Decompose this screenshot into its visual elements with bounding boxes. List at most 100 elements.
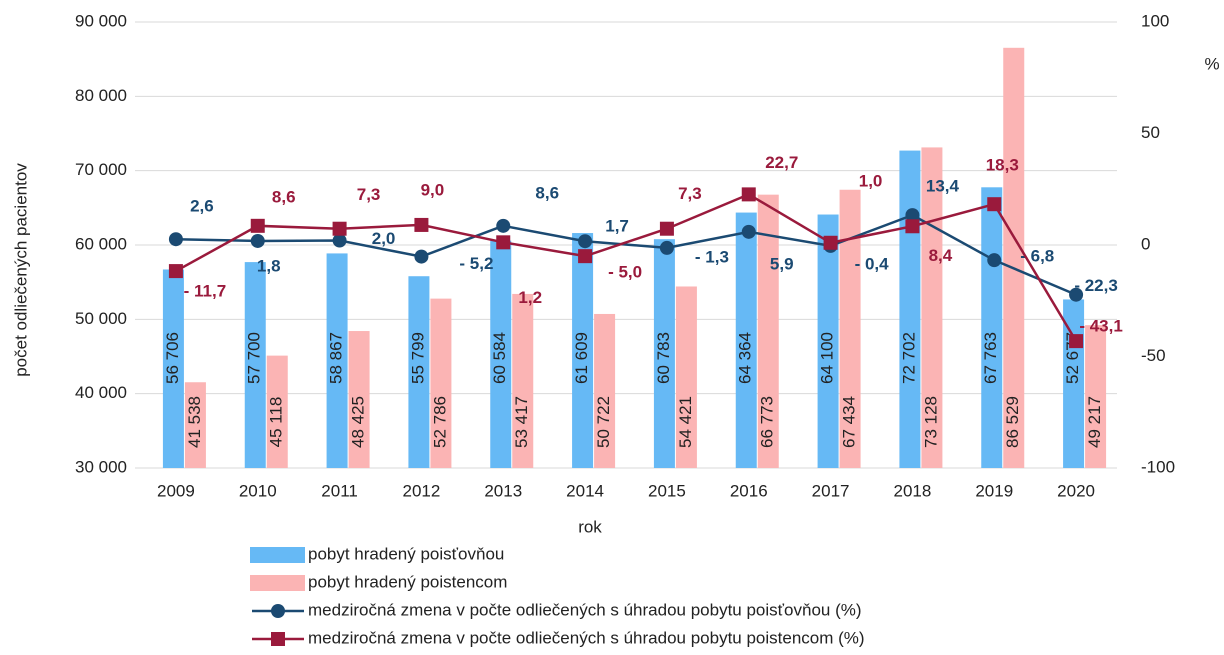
y-tick-label: 50 000 xyxy=(75,309,127,328)
legend-marker xyxy=(271,632,285,646)
marker xyxy=(414,249,429,264)
bar-value-label: 67 763 xyxy=(981,332,1000,384)
y-tick-label: 90 000 xyxy=(75,11,127,30)
bar-value-label: 53 417 xyxy=(512,396,531,448)
bar-value-label: 58 867 xyxy=(327,332,346,384)
y-tick-label: 60 000 xyxy=(75,234,127,253)
line-value-label: 9,0 xyxy=(421,180,445,199)
bar xyxy=(572,233,594,468)
bar-value-label: 73 128 xyxy=(921,396,940,448)
bar xyxy=(490,240,512,468)
line xyxy=(175,192,1078,342)
line-value-label: - 0,4 xyxy=(855,254,890,273)
marker xyxy=(987,253,1002,268)
y-axis-title: počet odliečených pacientov xyxy=(11,163,30,377)
marker xyxy=(332,221,347,236)
line-value-label: 5,9 xyxy=(770,254,794,273)
line-value-label: 8,6 xyxy=(535,183,559,202)
bar xyxy=(244,262,266,468)
bar xyxy=(735,212,757,468)
x-tick-label: 2012 xyxy=(403,481,441,500)
x-tick-label: 2010 xyxy=(239,481,277,500)
y-tick-label: 40 000 xyxy=(75,383,127,402)
x-tick-label: 2013 xyxy=(484,481,522,500)
marker xyxy=(578,249,593,264)
bar xyxy=(757,194,779,468)
marker xyxy=(823,235,838,250)
bar xyxy=(408,276,430,468)
line-value-label: 1,7 xyxy=(605,217,629,236)
line-value-label: - 1,3 xyxy=(695,247,729,266)
line-value-label: - 5,2 xyxy=(459,254,493,273)
x-tick-label: 2011 xyxy=(321,481,358,500)
x-tick-label: 2018 xyxy=(894,481,932,500)
line-value-label: 7,3 xyxy=(357,185,381,204)
x-tick-label: 2009 xyxy=(157,481,195,500)
line-value-label: 1,0 xyxy=(859,171,883,190)
marker xyxy=(741,187,756,202)
marker xyxy=(250,218,265,233)
bar xyxy=(899,150,921,469)
x-tick-label: 2020 xyxy=(1057,481,1095,500)
line-value-label: 2,6 xyxy=(190,197,214,216)
marker xyxy=(1069,334,1084,349)
marker xyxy=(168,264,183,279)
x-tick-label: 2016 xyxy=(730,481,768,500)
legend-swatch xyxy=(250,575,305,591)
x-tick-label: 2014 xyxy=(566,481,604,500)
legend-label: pobyt hradený poisťovňou xyxy=(308,544,504,563)
line-value-label: 8,6 xyxy=(272,187,296,206)
line-value-label: 8,4 xyxy=(929,246,953,265)
bar-value-label: 50 722 xyxy=(594,396,613,448)
bar-value-label: 61 609 xyxy=(572,332,591,384)
y2-axis-title: % xyxy=(1204,54,1219,73)
bar xyxy=(326,253,348,468)
line-value-label: 1,2 xyxy=(518,288,542,307)
bar xyxy=(839,189,861,468)
bar xyxy=(981,187,1003,468)
bar-value-label: 64 100 xyxy=(818,332,837,384)
line-value-label: - 43,1 xyxy=(1079,317,1122,336)
line-value-label: 2,0 xyxy=(372,229,396,248)
y2-tick-label: 100 xyxy=(1141,11,1169,30)
x-tick-label: 2019 xyxy=(975,481,1013,500)
bar-value-label: 60 783 xyxy=(654,332,673,384)
bar xyxy=(675,286,697,468)
marker xyxy=(496,235,511,250)
line-value-label: 1,8 xyxy=(257,256,281,275)
marker xyxy=(496,218,511,233)
bar xyxy=(817,214,839,468)
bar xyxy=(184,382,206,468)
marker xyxy=(741,224,756,239)
marker xyxy=(332,233,347,248)
y-tick-label: 70 000 xyxy=(75,160,127,179)
bar-value-label: 57 700 xyxy=(245,332,264,384)
marker xyxy=(905,219,920,234)
legend-label: medziročná zmena v počte odliečených s ú… xyxy=(308,628,865,647)
bar-value-label: 49 217 xyxy=(1085,396,1104,448)
bar-value-label: 45 118 xyxy=(267,397,286,448)
bar-value-label: 52 786 xyxy=(430,396,449,448)
bar-value-label: 72 702 xyxy=(899,332,918,384)
line-value-label: 7,3 xyxy=(678,184,702,203)
line-value-label: - 5,0 xyxy=(608,263,642,282)
legend-marker xyxy=(271,604,285,618)
bar xyxy=(594,313,616,468)
bar xyxy=(1003,47,1025,469)
line-value-label: - 11,7 xyxy=(184,282,227,301)
marker xyxy=(905,208,920,223)
bar xyxy=(653,239,675,468)
bar-value-label: 66 773 xyxy=(758,396,777,448)
marker xyxy=(250,233,265,248)
bar-value-label: 54 421 xyxy=(676,396,695,448)
marker xyxy=(168,232,183,247)
marker xyxy=(1069,287,1084,302)
bar-value-label: 48 425 xyxy=(349,396,368,448)
bar xyxy=(162,269,184,468)
y2-tick-label: 0 xyxy=(1141,234,1150,253)
x-axis-title: rok xyxy=(578,517,602,536)
bar-value-label: 67 434 xyxy=(840,396,859,448)
y-tick-label: 80 000 xyxy=(75,86,127,105)
marker xyxy=(987,197,1002,212)
